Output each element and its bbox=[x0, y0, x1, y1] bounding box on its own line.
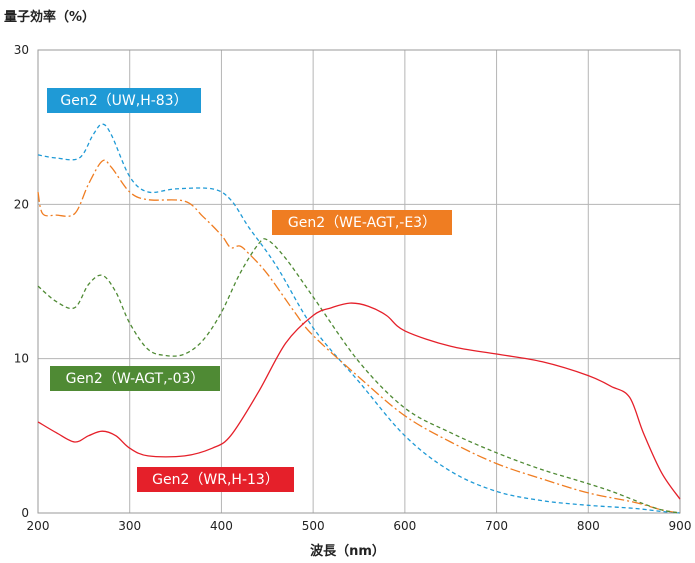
x-tick-label-800: 800 bbox=[577, 519, 600, 533]
series-line-wr-h-13 bbox=[37, 302, 681, 500]
legend-box-uw-h-83 bbox=[47, 88, 201, 113]
y-tick-label-30: 30 bbox=[14, 43, 29, 57]
x-tick-label-600: 600 bbox=[393, 519, 416, 533]
legend-label-wr-h-13: Gen2（WR,H-13） bbox=[152, 472, 279, 488]
y-tick-label-20: 20 bbox=[14, 197, 29, 211]
x-tick-label-500: 500 bbox=[302, 519, 325, 533]
x-tick-label-400: 400 bbox=[210, 519, 233, 533]
y-axis-label: 量子効率（%） bbox=[4, 10, 96, 25]
legend-box-w-agt-03 bbox=[50, 366, 220, 391]
legend-label-we-agt-e3: Gen2（WE-AGT,-E3） bbox=[288, 215, 436, 231]
x-tick-label-700: 700 bbox=[485, 519, 508, 533]
plot-frame bbox=[37, 49, 681, 514]
legend-box-wr-h-13 bbox=[137, 467, 294, 492]
legend-label-w-agt-03: Gen2（W-AGT,-03） bbox=[66, 371, 205, 387]
series-line-uw-h-83 bbox=[37, 123, 681, 514]
series-line-w-agt-03 bbox=[37, 238, 681, 514]
series-line-we-agt-e3 bbox=[37, 159, 681, 514]
x-tick-label-200: 200 bbox=[27, 519, 50, 533]
legend-box-we-agt-e3 bbox=[272, 210, 452, 235]
x-axis-label: 波長（nm） bbox=[310, 544, 385, 559]
x-tick-label-900: 900 bbox=[669, 519, 692, 533]
x-tick-label-300: 300 bbox=[118, 519, 141, 533]
y-tick-label-0: 0 bbox=[21, 506, 29, 520]
legend-label-uw-h-83: Gen2（UW,H-83） bbox=[60, 93, 187, 109]
y-tick-label-10: 10 bbox=[14, 352, 29, 366]
